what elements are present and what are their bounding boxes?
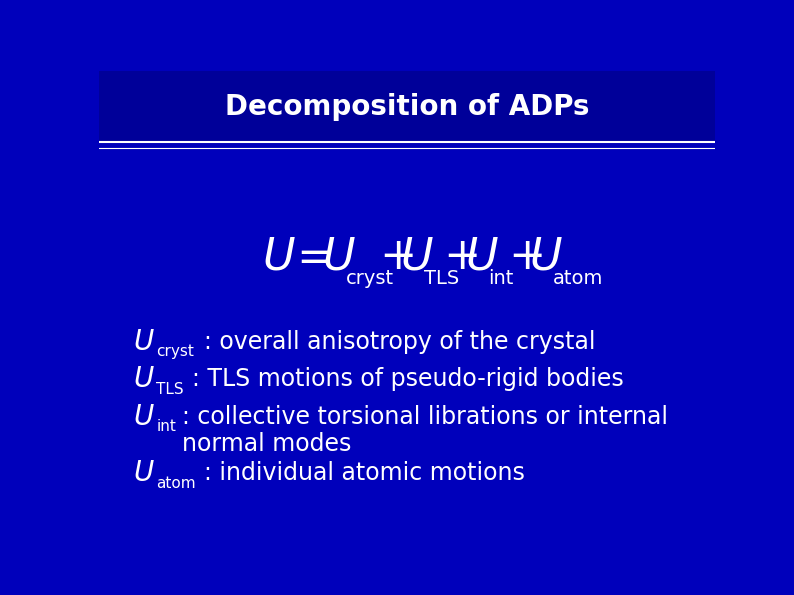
Text: : overall anisotropy of the crystal: : overall anisotropy of the crystal	[204, 330, 596, 353]
Text: cryst: cryst	[345, 270, 394, 289]
Text: $+$: $+$	[508, 236, 542, 278]
Text: $+$: $+$	[379, 236, 413, 278]
Text: TLS: TLS	[423, 270, 459, 289]
Text: Decomposition of ADPs: Decomposition of ADPs	[225, 93, 589, 121]
Text: $\mathit{U}$: $\mathit{U}$	[400, 236, 434, 278]
Text: : TLS motions of pseudo-rigid bodies: : TLS motions of pseudo-rigid bodies	[191, 367, 623, 392]
Text: $=$: $=$	[288, 236, 331, 278]
Text: $\mathit{U}$: $\mathit{U}$	[133, 459, 155, 487]
Text: $\mathit{U}$: $\mathit{U}$	[262, 236, 296, 278]
Text: $\mathit{U}$: $\mathit{U}$	[133, 328, 155, 356]
Text: atom: atom	[156, 476, 196, 491]
Text: : collective torsional librations or internal: : collective torsional librations or int…	[183, 405, 669, 429]
Text: int: int	[488, 270, 514, 289]
Text: int: int	[156, 419, 176, 434]
Text: $+$: $+$	[443, 236, 478, 278]
Text: normal modes: normal modes	[183, 432, 352, 456]
Text: atom: atom	[553, 270, 603, 289]
Text: $\mathit{U}$: $\mathit{U}$	[530, 236, 563, 278]
Text: $\mathit{U}$: $\mathit{U}$	[133, 365, 155, 393]
Text: TLS: TLS	[156, 382, 184, 397]
Text: $\mathit{U}$: $\mathit{U}$	[133, 403, 155, 431]
Text: $\mathit{U}$: $\mathit{U}$	[322, 236, 356, 278]
Text: : individual atomic motions: : individual atomic motions	[204, 461, 525, 485]
Text: cryst: cryst	[156, 345, 195, 359]
FancyBboxPatch shape	[99, 71, 715, 142]
Text: $\mathit{U}$: $\mathit{U}$	[464, 236, 499, 278]
